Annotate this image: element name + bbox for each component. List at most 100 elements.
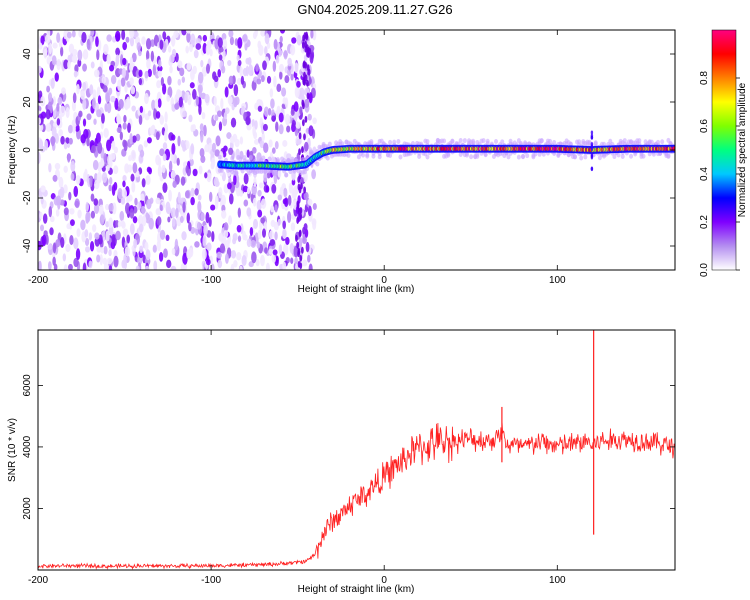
spectrogram-cell [70,160,76,172]
spectrogram-cell [161,164,166,174]
spectrogram-cell [214,180,220,187]
spectrogram-cell [264,33,270,45]
spectrogram-cell [304,74,308,82]
spectrogram-cell [202,34,208,42]
spectrogram-cell [38,260,42,270]
spectrogram-cell [50,136,56,145]
spectrogram-cell [85,211,91,223]
spectrogram-cell [243,173,249,185]
spectrogram-cell [147,68,152,78]
spectrogram-cell [299,207,303,215]
spectrogram-cell [131,181,136,193]
spectrogram-cell [299,212,303,220]
spectrogram-cell [80,219,86,231]
spectrogram-cell [192,88,197,100]
spectrogram-cell [552,140,557,146]
spectrogram-cell [153,260,158,270]
spectrogram-cell [130,173,135,182]
spectrogram-cell [97,141,103,154]
spectrogram-cell [122,180,126,188]
spectrogram-cell [100,246,104,254]
spectrogram-cell [272,249,278,256]
spectrogram-cell [149,125,155,136]
spectrogram-cell [258,182,264,189]
spectrogram-cell [52,121,59,128]
spectrogram-cell [92,159,99,171]
snr-panel: -200 -100 0 100 2000 4000 6000 Height of strai… [7,329,676,595]
spectrogram-cell [54,72,59,82]
spectrogram-cell [224,253,229,264]
spectrogram-cell [271,183,277,194]
spectrogram-cell [145,265,150,270]
spectrogram-cell [51,126,57,138]
spectrogram-cell [129,36,135,47]
spectrogram-cell [56,32,61,43]
spectrogram-cell [82,49,89,60]
spectrogram-cell [250,239,257,248]
spectrogram-cell [264,247,268,254]
spectrogram-cell [76,83,80,95]
spectrogram-cell [90,193,95,202]
spectrogram-cell [296,216,300,224]
spectrogram-cell [38,123,44,132]
spectrogram-cell [271,254,277,263]
spectrogram-cell [270,98,275,109]
spectrogram-cell [295,234,298,242]
spectrogram-cell [181,76,186,83]
spectrogram-cell [170,134,176,141]
spectrogram-cell [307,205,312,217]
spectrogram-cell [217,259,223,269]
spectrogram-cell [47,92,53,103]
colorbar-tick-label: 0.8 [699,71,710,85]
spectrogram-cell [171,170,176,179]
spectrogram-cell [120,197,126,205]
spectrogram-cell [171,217,176,227]
spectrogram-cell [67,60,71,70]
spectrogram-cell [190,33,196,46]
spectrogram-cell [296,200,300,208]
spectrogram-cell [96,109,102,118]
spectrogram-cell [157,65,163,72]
spectrogram-cell [45,123,52,132]
spectrogram-cell [369,140,374,146]
spectrogram-cell [506,154,511,160]
spectrogram-cell [46,56,51,65]
spectrogram-cell [82,81,87,91]
spectrogram-cell [228,30,234,38]
spectrogram-cell [306,79,309,87]
spectrogram-cell [303,223,308,231]
spectrogram-cell [40,35,45,46]
spectrogram-cell [298,132,302,140]
spectrogram-cell [230,155,235,161]
spectrogram-cell [365,153,370,159]
spectrogram-cell [190,196,195,206]
spectrogram-cell [287,211,292,223]
spectrogram-cell [304,98,310,108]
spectrogram-cell [155,197,161,205]
spectrogram-cell [115,47,121,56]
chart-title: GN04.2025.209.11.27.G26 [297,2,453,17]
spectrogram-cell [308,125,314,137]
spectrogram-cell [130,86,136,95]
spectrogram-cell [215,135,221,147]
spectrogram-cell [98,204,104,215]
spectrogram-cell [144,92,149,105]
spectrogram-cell [106,257,113,265]
x-tick-label: 100 [549,275,566,286]
x-tick-label: 100 [549,575,566,586]
spectrogram-cell [94,69,100,78]
spectrogram-cell [306,92,310,100]
spectrogram-cell [233,84,239,97]
spectrogram-cell [105,221,110,228]
spectrogram-cell [234,169,239,175]
spectrogram-cell [223,230,229,238]
spectrogram-cell [306,46,310,54]
spectrogram-cell [184,190,190,199]
spectrogram-cell [103,127,109,139]
spectrogram-cell [38,42,43,50]
spectrogram-cell [141,178,146,188]
spectrogram-cell [58,176,64,189]
spectrogram-cell [236,252,242,261]
spectrogram-cell [206,172,212,183]
spectrogram-cell [156,216,162,226]
